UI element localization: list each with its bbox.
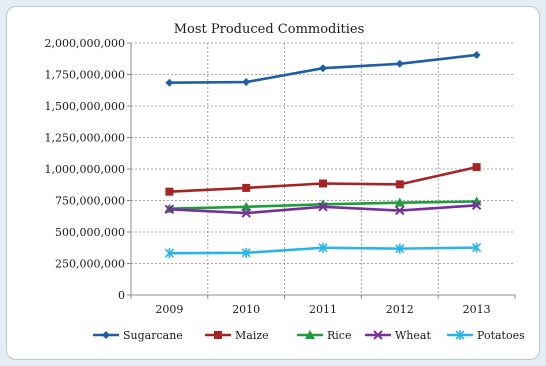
sugarcane-point	[395, 59, 404, 68]
legend-label: Potatoes	[477, 329, 525, 342]
sugarcane-point	[242, 78, 251, 87]
potatoes-point	[164, 248, 174, 259]
sugarcane-point	[472, 50, 481, 59]
maize-point	[319, 179, 327, 188]
legend-marker	[305, 330, 315, 339]
sugarcane-point	[319, 64, 327, 73]
maize-line	[169, 165, 477, 193]
legend: Sugarcane Maize Rice Wheat Potatoes	[93, 329, 525, 342]
maize-point	[165, 187, 174, 196]
maize-point	[472, 163, 481, 172]
legend-label: Wheat	[395, 329, 431, 342]
axes	[127, 42, 516, 299]
y-tick-label: 1,750,000,000	[45, 69, 125, 82]
legend-label: Maize	[235, 329, 269, 342]
wheat-point	[318, 202, 328, 212]
potatoes-point	[395, 243, 405, 254]
legend-item-sugarcane: Sugarcane	[93, 329, 183, 342]
legend-marker	[102, 331, 110, 339]
x-tick-labels: 2009 2010 2011 2012 2013	[155, 303, 490, 316]
series-wheat	[164, 200, 482, 218]
y-tick-label: 1,500,000,000	[45, 100, 125, 113]
potatoes-point	[318, 242, 328, 253]
x-tick-label: 2010	[232, 303, 260, 316]
y-tick-label: 1,000,000,000	[45, 163, 125, 176]
legend-item-potatoes: Potatoes	[447, 329, 525, 342]
chart-frame: Most Produced Commodities 0 250,000,000 50…	[6, 6, 540, 360]
legend-marker	[214, 331, 222, 339]
wheat-point	[395, 205, 405, 216]
x-tick-label: 2009	[155, 303, 183, 316]
x-tick-label: 2011	[309, 303, 337, 316]
sugarcane-point	[165, 78, 174, 87]
y-tick-label: 750,000,000	[55, 195, 125, 208]
series-sugarcane	[165, 50, 481, 87]
wheat-point	[471, 200, 482, 210]
rice-point	[394, 197, 405, 207]
legend-marker	[373, 330, 383, 340]
legend-item-wheat: Wheat	[365, 329, 431, 342]
series-lines	[164, 50, 482, 259]
maize-point	[395, 180, 404, 189]
line-chart: Most Produced Commodities 0 250,000,000 50…	[45, 22, 526, 342]
rice-point	[241, 201, 252, 211]
chart-title: Most Produced Commodities	[174, 22, 365, 37]
y-tick-label: 500,000,000	[55, 226, 125, 239]
legend-item-maize: Maize	[205, 329, 269, 342]
potatoes-point	[472, 242, 482, 253]
series-maize	[165, 163, 481, 196]
legend-item-rice: Rice	[297, 329, 351, 342]
maize-point	[242, 183, 251, 192]
gridlines	[131, 42, 515, 295]
legend-marker	[455, 330, 465, 340]
y-tick-label: 2,000,000,000	[45, 37, 125, 50]
x-tick-label: 2013	[463, 303, 491, 316]
legend-label: Rice	[327, 329, 351, 342]
x-tick-label: 2012	[386, 303, 414, 316]
y-tick-label: 0	[118, 289, 125, 302]
legend-label: Sugarcane	[123, 329, 183, 342]
series-potatoes	[164, 242, 482, 259]
wheat-point	[164, 204, 175, 215]
y-tick-label: 250,000,000	[55, 258, 125, 271]
y-tick-labels: 0 250,000,000 500,000,000 750,000,000 1,000,…	[45, 37, 125, 302]
y-tick-label: 1,250,000,000	[45, 132, 125, 145]
potatoes-point	[241, 247, 251, 258]
wheat-point	[241, 208, 251, 218]
